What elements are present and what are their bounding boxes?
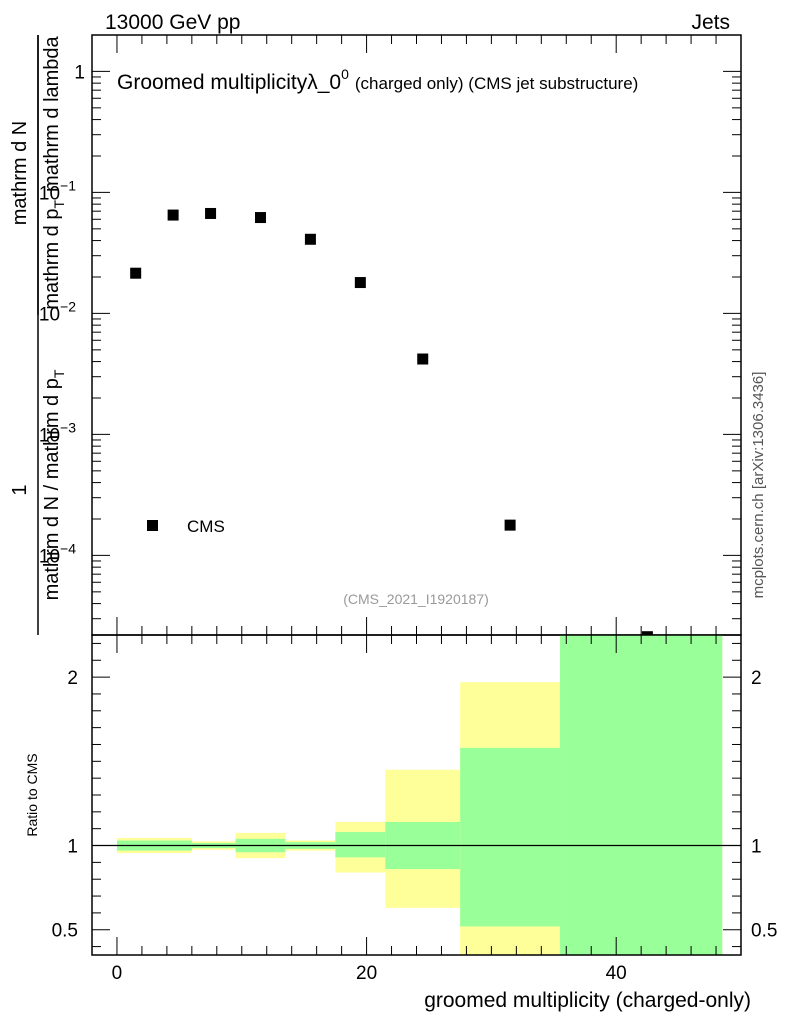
main-y-label: 1 mathrm d N / mathrm d pT mathrm d N ma…	[9, 35, 67, 635]
y-tick-label: 10−1	[39, 177, 76, 204]
title-sup: 0	[341, 66, 349, 82]
ratio-y-tick-label: 1	[67, 837, 78, 858]
ratio-y-label: Ratio to CMS	[24, 753, 40, 836]
ratio-bands	[116, 635, 723, 955]
stat-uncertainty-band	[335, 832, 386, 858]
data-point	[354, 277, 366, 289]
watermark: mcplots.cern.ch [arXiv:1306.3436]	[750, 372, 767, 599]
category-label: Jets	[691, 11, 730, 34]
ratio-y-tick-label-right: 1	[751, 837, 762, 858]
x-tick-label: 20	[356, 963, 377, 984]
ratio-y-tick-label-right: 2	[751, 668, 762, 689]
y-label-den-1: mathrm d N / mathrm d pT	[41, 369, 67, 600]
y-tick-label: 10−2	[39, 298, 76, 325]
stat-uncertainty-band	[560, 635, 723, 955]
x-tick-label: 40	[606, 963, 627, 984]
y-label-num-1: 1	[9, 484, 31, 495]
energy-label: 13000 GeV pp	[105, 11, 240, 34]
analysis-id: (CMS_2021_I1920187)	[343, 591, 489, 607]
legend-label: CMS	[187, 517, 225, 536]
ratio-y-tick-label: 2	[67, 668, 78, 689]
data-point	[304, 233, 316, 245]
ratio-y-tick-label: 0.5	[52, 921, 78, 942]
data-point	[167, 209, 179, 221]
title-main: Groomed multiplicityλ_0	[117, 71, 341, 94]
y-label-num-2: mathrm d N	[9, 121, 31, 225]
data-points	[130, 207, 653, 635]
plot-title: Groomed multiplicityλ_00 (charged only) (…	[117, 66, 638, 94]
data-point	[641, 631, 653, 635]
y-tick-label: 10−4	[39, 540, 76, 567]
ratio-y-tick-label-right: 0.5	[751, 921, 777, 942]
data-point	[417, 353, 429, 365]
data-point	[504, 519, 516, 531]
ratio-x-axis: 0 20 40	[112, 635, 742, 984]
y-label-den-2: mathrm d pTmathrm d lambda	[41, 35, 67, 309]
ratio-y-axis: 0.5 0.5 1 1 2 2	[52, 642, 777, 948]
data-point	[254, 212, 266, 224]
data-point	[205, 207, 217, 219]
legend-marker	[147, 520, 158, 531]
title-detail: (charged only) (CMS jet substructure)	[355, 74, 638, 93]
y-tick-label: 1	[74, 62, 85, 83]
x-tick-label: 0	[112, 963, 123, 984]
main-y-axis: 1 10−1 10−2 10−3 10−4	[39, 34, 741, 620]
x-axis-label: groomed multiplicity (charged-only)	[424, 989, 751, 1012]
main-x-ticks	[116, 35, 742, 635]
main-frame	[91, 34, 742, 636]
data-point	[130, 267, 142, 279]
ratio-plot: 0.5 0.5 1 1 2 2 0 20 40 Ratio to CMS groomed mu…	[24, 634, 777, 1012]
y-tick-label: 10−3	[39, 419, 76, 446]
stat-uncertainty-band	[460, 747, 561, 927]
main-plot: 1 10−1 10−2 10−3 10−4 Groomed multiplicityλ_…	[9, 34, 742, 636]
